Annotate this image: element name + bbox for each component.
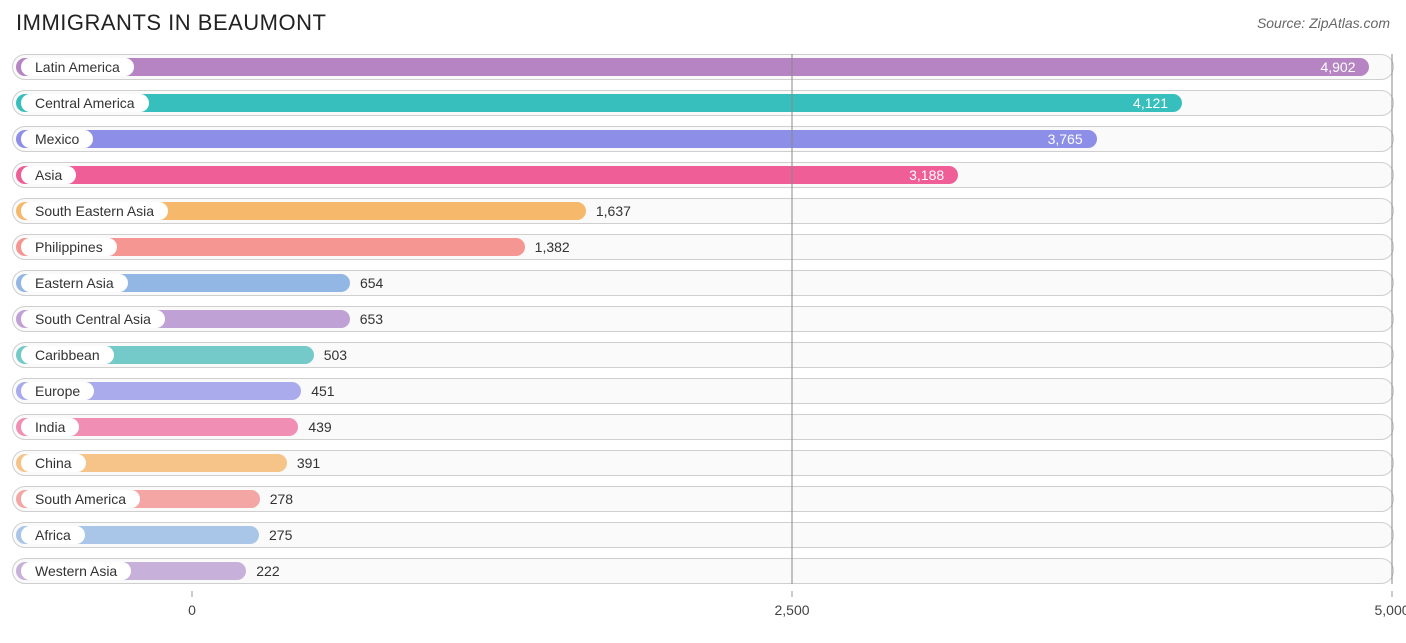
bars-container: Latin America 4,902 Central America 4,121 Me… <box>12 54 1394 584</box>
bar-row: Europe 451 <box>12 378 1394 404</box>
bar-value: 653 <box>360 307 383 331</box>
tick-line <box>792 591 793 597</box>
bar-row: Mexico 3,765 <box>12 126 1394 152</box>
bar-label-pill: South Central Asia <box>21 310 165 328</box>
bar-value: 3,188 <box>909 163 944 187</box>
bar-label-pill: Africa <box>21 526 85 544</box>
bar-row: Latin America 4,902 <box>12 54 1394 80</box>
chart-area: Latin America 4,902 Central America 4,121 Me… <box>12 54 1394 624</box>
bar-fill <box>16 58 1369 76</box>
bar-row: China 391 <box>12 450 1394 476</box>
bar-label-pill: Eastern Asia <box>21 274 128 292</box>
bar-label-pill: Western Asia <box>21 562 131 580</box>
bar-label-pill: Latin America <box>21 58 134 76</box>
bar-value: 275 <box>269 523 292 547</box>
tick-label: 5,000 <box>1374 602 1406 618</box>
bar-label-pill: Mexico <box>21 130 93 148</box>
bar-value: 439 <box>308 415 331 439</box>
bar-row: Africa 275 <box>12 522 1394 548</box>
bar-label-pill: Europe <box>21 382 94 400</box>
bar-value: 278 <box>270 487 293 511</box>
chart-header: IMMIGRANTS IN BEAUMONT Source: ZipAtlas.… <box>12 10 1394 36</box>
bar-label-pill: Asia <box>21 166 76 184</box>
bar-row: South America 278 <box>12 486 1394 512</box>
tick-line <box>1392 591 1393 597</box>
x-axis: 02,5005,000 <box>12 594 1394 624</box>
bar-value: 3,765 <box>1048 127 1083 151</box>
bar-label-pill: Philippines <box>21 238 117 256</box>
bar-value: 1,382 <box>535 235 570 259</box>
bar-label-pill: Caribbean <box>21 346 114 364</box>
bar-value: 503 <box>324 343 347 367</box>
bar-row: Asia 3,188 <box>12 162 1394 188</box>
bar-row: South Eastern Asia 1,637 <box>12 198 1394 224</box>
chart-source: Source: ZipAtlas.com <box>1257 15 1390 31</box>
bar-row: South Central Asia 653 <box>12 306 1394 332</box>
bar-fill <box>16 94 1182 112</box>
bar-value: 4,902 <box>1320 55 1355 79</box>
chart-title: IMMIGRANTS IN BEAUMONT <box>16 10 326 36</box>
bar-label-pill: South Eastern Asia <box>21 202 168 220</box>
bar-label-pill: China <box>21 454 86 472</box>
bar-fill <box>16 130 1097 148</box>
bar-row: Caribbean 503 <box>12 342 1394 368</box>
bar-label-pill: South America <box>21 490 140 508</box>
bar-row: Eastern Asia 654 <box>12 270 1394 296</box>
bar-value: 4,121 <box>1133 91 1168 115</box>
tick-line <box>192 591 193 597</box>
bar-value: 451 <box>311 379 334 403</box>
bar-label-pill: Central America <box>21 94 149 112</box>
bar-row: Western Asia 222 <box>12 558 1394 584</box>
tick-label: 0 <box>188 602 196 618</box>
bar-value: 222 <box>256 559 279 583</box>
bar-row: Philippines 1,382 <box>12 234 1394 260</box>
bar-label-pill: India <box>21 418 79 436</box>
bar-fill <box>16 166 958 184</box>
bar-value: 391 <box>297 451 320 475</box>
bar-row: Central America 4,121 <box>12 90 1394 116</box>
bar-value: 654 <box>360 271 383 295</box>
bar-value: 1,637 <box>596 199 631 223</box>
tick-label: 2,500 <box>774 602 809 618</box>
bar-row: India 439 <box>12 414 1394 440</box>
